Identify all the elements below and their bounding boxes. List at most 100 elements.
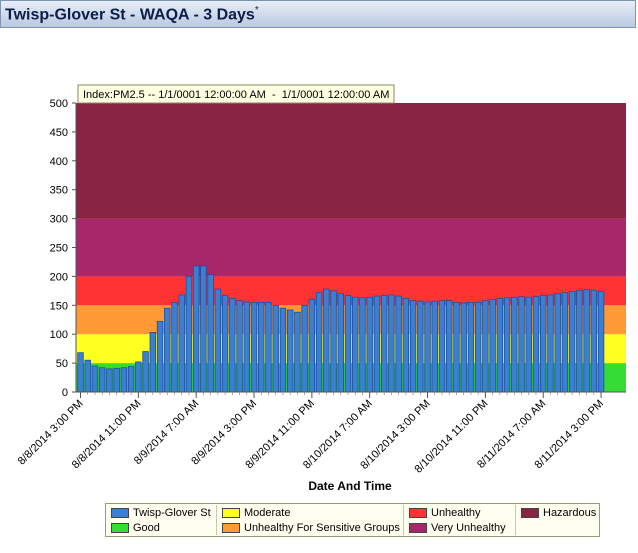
bar — [409, 300, 417, 393]
bar — [446, 300, 453, 393]
y-tick-label: 100 — [50, 329, 68, 341]
legend-divider — [403, 505, 404, 535]
legend-item-series: Twisp-Glover St — [111, 507, 211, 519]
y-tick-label: 400 — [50, 156, 68, 168]
legend-swatch — [521, 508, 539, 519]
tooltip: Index:PM2.5 -- 1/1/0001 12:00:00 AM - 1/… — [77, 84, 395, 104]
bar — [229, 297, 236, 393]
bar — [250, 302, 258, 393]
bar — [185, 275, 193, 393]
x-axis-label: Date And Time — [308, 479, 392, 493]
legend-swatch — [111, 508, 129, 519]
legend-swatch — [222, 523, 240, 534]
bar — [380, 295, 388, 393]
bar — [388, 294, 395, 393]
bar — [330, 290, 337, 393]
bar — [221, 295, 229, 393]
y-axis: 0 50 100 150 200 250 300 350 400 450 500 — [50, 98, 77, 399]
legend-item-very-unhealthy: Very Unhealthy — [409, 522, 506, 534]
bar — [337, 293, 344, 393]
bar — [272, 304, 279, 393]
y-tick-label: 200 — [50, 271, 68, 283]
bar — [583, 289, 590, 393]
legend-item-moderate: Moderate — [222, 507, 290, 519]
page-title: Twisp-Glover St - WAQA - 3 Days* — [5, 5, 259, 24]
y-tick-label: 150 — [50, 300, 68, 312]
bar — [156, 321, 164, 393]
bar — [323, 288, 330, 393]
bar — [315, 292, 323, 393]
bar — [243, 301, 250, 393]
bar — [518, 296, 525, 393]
bar — [171, 302, 178, 393]
bar — [474, 302, 482, 393]
bar — [424, 301, 431, 393]
bar — [532, 296, 540, 393]
bar — [91, 365, 99, 393]
legend-item-good: Good — [111, 522, 160, 534]
bar — [344, 295, 352, 393]
bar — [142, 351, 149, 393]
bar — [84, 359, 91, 393]
y-tick-label: 450 — [50, 127, 68, 139]
legend-swatch — [111, 523, 129, 534]
y-tick-label: 50 — [56, 358, 68, 370]
bar — [438, 300, 446, 393]
bar — [164, 307, 171, 393]
bar — [366, 296, 373, 393]
bar — [561, 292, 569, 393]
bar — [308, 299, 316, 393]
bar — [113, 367, 120, 393]
bar — [482, 300, 489, 393]
bar — [417, 300, 424, 393]
y-tick-label: 300 — [50, 214, 68, 226]
legend-item-usg: Unhealthy For Sensitive Groups — [222, 522, 400, 534]
legend-item-hazardous: Hazardous — [521, 507, 596, 519]
bar — [200, 265, 207, 393]
bar — [352, 296, 359, 393]
bar — [258, 302, 265, 393]
bar — [373, 295, 381, 393]
bar — [178, 294, 185, 393]
bar — [554, 293, 561, 393]
bar — [149, 332, 156, 393]
bar — [279, 307, 287, 393]
bar — [301, 304, 308, 393]
bar — [286, 309, 294, 393]
bar — [120, 367, 128, 393]
legend-divider — [216, 505, 217, 535]
band-hazardous — [76, 103, 626, 219]
bar — [597, 291, 605, 393]
bar — [106, 368, 113, 393]
bar — [395, 295, 402, 393]
bar — [294, 311, 301, 393]
title-asterisk: * — [254, 5, 259, 16]
bar — [207, 274, 214, 393]
title-bar: Twisp-Glover St - WAQA - 3 Days* — [0, 0, 636, 28]
bar — [453, 302, 460, 393]
bar — [576, 289, 583, 393]
bar — [503, 297, 511, 393]
y-tick-label: 0 — [62, 387, 68, 399]
bar — [359, 297, 366, 393]
chart-legend: Twisp-Glover St Good Moderate Unhealthy … — [105, 503, 600, 537]
legend-item-unhealthy: Unhealthy — [409, 507, 481, 519]
bar — [568, 291, 576, 393]
legend-swatch — [222, 508, 240, 519]
bar — [77, 352, 84, 393]
bar — [236, 300, 243, 393]
bar — [496, 297, 504, 393]
bar — [460, 302, 467, 393]
bar — [98, 367, 106, 393]
bar — [127, 366, 135, 393]
bar — [135, 361, 142, 393]
bar — [265, 302, 272, 393]
bar — [547, 294, 554, 393]
bar — [525, 296, 532, 393]
tooltip-text: Index:PM2.5 -- 1/1/0001 12:00:00 AM - 1/… — [83, 89, 389, 101]
x-axis: 8/8/2014 3:00 PM8/8/2014 11:00 PM8/9/201… — [16, 391, 626, 476]
band-very-unhealthy — [76, 218, 626, 277]
bar — [431, 300, 438, 393]
legend-divider — [515, 505, 516, 535]
